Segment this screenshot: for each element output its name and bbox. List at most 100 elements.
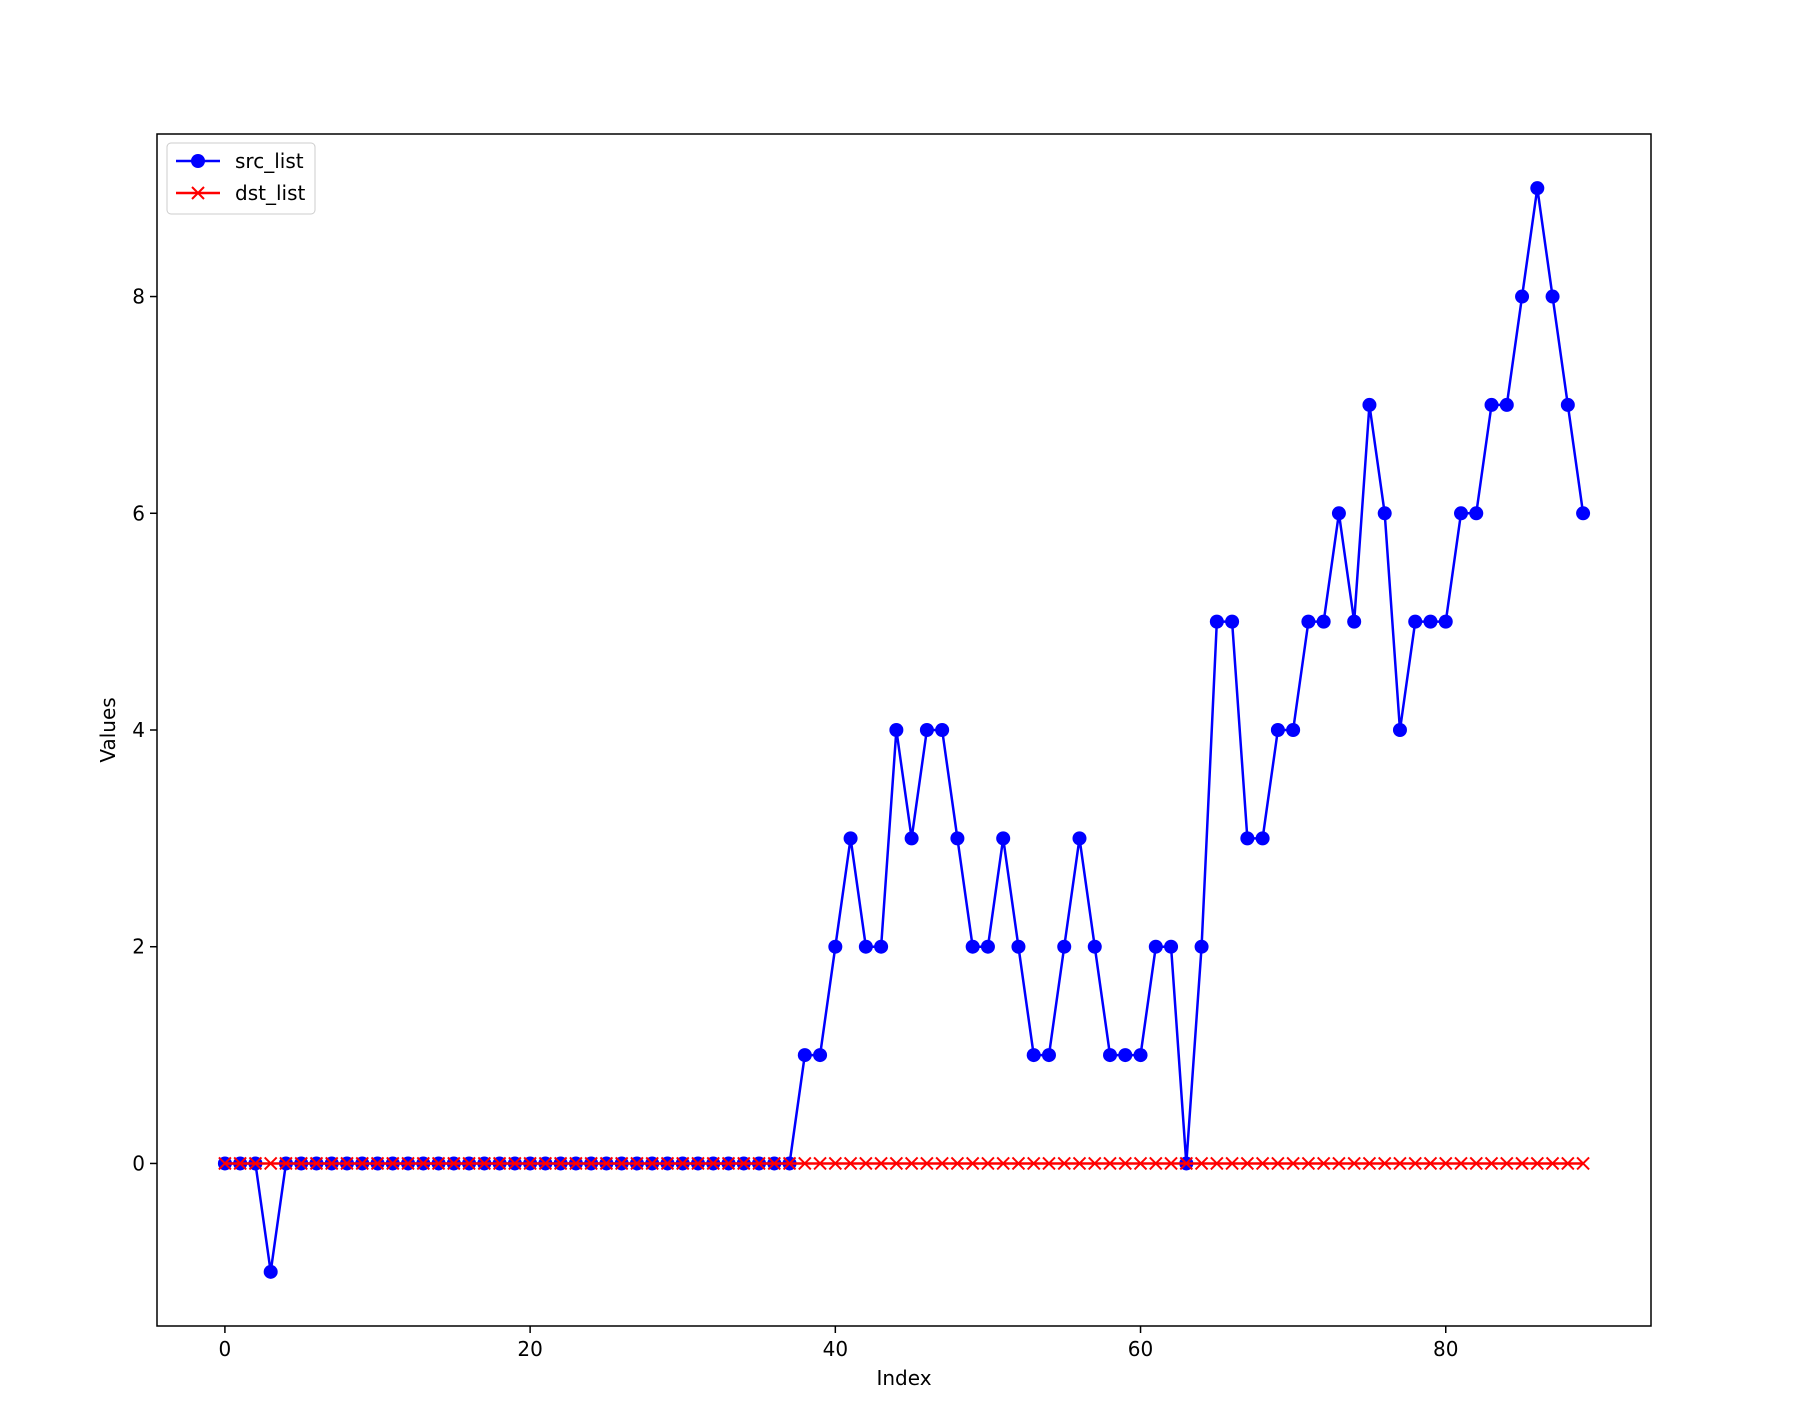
- data-point-dst_list: [462, 1156, 476, 1171]
- data-point-dst_list: [1393, 1156, 1407, 1171]
- data-point-dst_list: [935, 1156, 949, 1171]
- x-tick-label: 60: [1128, 1337, 1153, 1361]
- data-point-src_list: [1103, 1048, 1118, 1063]
- series-dst_list: [218, 1156, 1590, 1171]
- data-point-src_list: [1087, 939, 1102, 954]
- y-tick-label: 6: [132, 501, 145, 525]
- data-point-dst_list: [1377, 1156, 1392, 1171]
- data-point-dst_list: [645, 1156, 659, 1171]
- data-point-dst_list: [477, 1156, 492, 1171]
- data-point-dst_list: [1255, 1156, 1270, 1171]
- data-point-dst_list: [370, 1156, 385, 1171]
- data-point-dst_list: [1133, 1156, 1148, 1171]
- data-point-src_list: [1347, 614, 1362, 629]
- data-point-src_list: [843, 831, 858, 846]
- data-point-dst_list: [599, 1156, 614, 1171]
- data-point-dst_list: [889, 1156, 904, 1171]
- y-tick-label: 8: [132, 285, 145, 309]
- data-point-dst_list: [843, 1156, 858, 1171]
- data-point-src_list: [889, 723, 904, 737]
- data-point-src_list: [1194, 939, 1209, 954]
- data-point-dst_list: [508, 1156, 522, 1171]
- axis-ticks: 0 20 40 60 80 0 2 4 6 8: [132, 285, 1458, 1361]
- legend-marker: [191, 154, 205, 168]
- data-point-src_list: [904, 831, 919, 846]
- data-point-src_list: [1057, 939, 1072, 954]
- x-tick-label: 0: [219, 1337, 232, 1361]
- data-point-dst_list: [1240, 1156, 1255, 1171]
- data-point-src_list: [1576, 506, 1591, 521]
- data-point-src_list: [1331, 506, 1346, 521]
- legend-label: dst_list: [235, 181, 305, 205]
- data-point-dst_list: [309, 1156, 324, 1171]
- data-point-src_list: [1301, 614, 1316, 629]
- data-point-src_list: [1530, 181, 1545, 196]
- data-point-dst_list: [248, 1156, 263, 1171]
- data-point-dst_list: [1439, 1156, 1453, 1171]
- data-point-dst_list: [737, 1156, 751, 1171]
- data-point-src_list: [1255, 831, 1270, 846]
- data-point-dst_list: [1210, 1156, 1224, 1171]
- data-point-src_list: [1392, 723, 1407, 737]
- data-point-dst_list: [691, 1156, 705, 1171]
- data-point-dst_list: [218, 1156, 232, 1171]
- data-point-dst_list: [1347, 1156, 1361, 1171]
- data-point-src_list: [965, 939, 980, 954]
- data-point-dst_list: [1118, 1156, 1132, 1171]
- legend-item-src_list: src_list: [176, 149, 304, 173]
- data-point-dst_list: [1042, 1156, 1056, 1171]
- data-point-src_list: [797, 1048, 812, 1063]
- data-point-dst_list: [752, 1156, 766, 1171]
- data-point-dst_list: [1072, 1156, 1087, 1171]
- data-point-src_list: [919, 723, 934, 737]
- data-point-dst_list: [798, 1156, 812, 1171]
- data-point-dst_list: [416, 1156, 431, 1171]
- data-point-dst_list: [1500, 1156, 1514, 1171]
- data-point-dst_list: [1271, 1156, 1285, 1171]
- x-tick-label: 80: [1433, 1337, 1458, 1361]
- data-point-dst_list: [1164, 1156, 1178, 1171]
- data-point-dst_list: [1561, 1156, 1575, 1171]
- data-point-dst_list: [431, 1156, 446, 1171]
- data-point-dst_list: [1515, 1156, 1529, 1171]
- data-point-dst_list: [1530, 1156, 1545, 1171]
- data-point-dst_list: [1469, 1156, 1483, 1171]
- data-point-dst_list: [996, 1156, 1010, 1171]
- data-point-dst_list: [813, 1156, 827, 1171]
- plot-area: [217, 181, 1591, 1279]
- y-axis-label: Values: [96, 697, 120, 762]
- data-point-dst_list: [233, 1156, 247, 1171]
- data-point-dst_list: [1286, 1156, 1300, 1171]
- data-point-src_list: [1072, 831, 1087, 846]
- y-tick-label: 2: [132, 935, 145, 959]
- data-point-src_list: [828, 939, 843, 954]
- data-point-src_list: [1316, 614, 1331, 629]
- data-point-src_list: [1499, 397, 1514, 412]
- data-point-dst_list: [569, 1156, 583, 1171]
- data-point-dst_list: [523, 1156, 537, 1171]
- data-point-src_list: [1408, 614, 1423, 629]
- data-point-dst_list: [874, 1156, 888, 1171]
- data-point-src_list: [1286, 723, 1301, 737]
- data-point-dst_list: [614, 1156, 629, 1171]
- data-point-dst_list: [355, 1156, 369, 1171]
- data-point-dst_list: [340, 1156, 354, 1171]
- data-point-dst_list: [782, 1156, 797, 1171]
- data-point-dst_list: [1454, 1156, 1468, 1171]
- data-point-src_list: [950, 831, 965, 846]
- data-point-dst_list: [767, 1156, 781, 1171]
- data-point-src_list: [874, 939, 889, 954]
- y-tick-label: 4: [132, 718, 145, 742]
- data-point-dst_list: [904, 1156, 919, 1171]
- data-point-dst_list: [721, 1156, 736, 1171]
- data-point-src_list: [1026, 1048, 1041, 1063]
- data-point-src_list: [1240, 831, 1255, 846]
- data-point-dst_list: [386, 1156, 400, 1171]
- data-point-dst_list: [1484, 1156, 1499, 1171]
- data-point-dst_list: [950, 1156, 965, 1171]
- x-tick-label: 40: [823, 1337, 848, 1361]
- data-point-dst_list: [965, 1156, 980, 1171]
- data-point-src_list: [1515, 289, 1530, 304]
- data-point-dst_list: [325, 1156, 339, 1171]
- data-point-dst_list: [920, 1156, 934, 1171]
